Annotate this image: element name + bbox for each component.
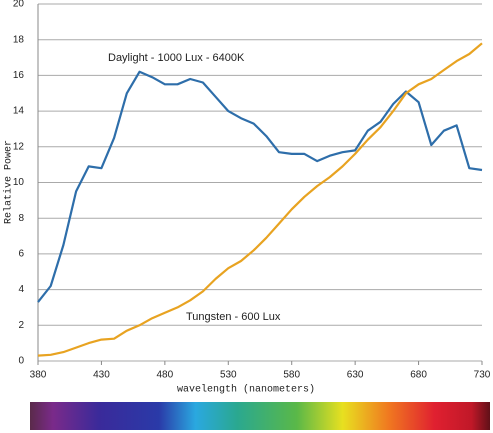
y-tick-label: 4 — [18, 284, 24, 295]
x-axis-label: wavelength (nanometers) — [177, 384, 315, 396]
series-label: Daylight - 1000 Lux - 6400K — [108, 52, 245, 64]
y-tick-label: 14 — [13, 106, 25, 117]
x-tick-label: 380 — [30, 370, 47, 381]
x-tick-label: 430 — [93, 370, 110, 381]
y-tick-label: 6 — [18, 249, 24, 260]
plot-area: 0 2 4 6 8 10 12 14 16 18 20 380 430 480 530 580 630 680 73… — [13, 0, 491, 381]
spectrum-bar — [30, 402, 490, 430]
y-tick-label: 2 — [18, 320, 24, 331]
y-tick-label: 12 — [13, 141, 25, 152]
x-tick-label: 480 — [157, 370, 174, 381]
y-tick-label: 20 — [13, 0, 25, 10]
y-tick-label: 0 — [18, 356, 24, 367]
series-line — [37, 70, 483, 303]
x-tick-label: 530 — [220, 370, 237, 381]
x-tick-label: 630 — [347, 370, 364, 381]
x-tick-label: 730 — [474, 370, 491, 381]
y-tick-label: 10 — [13, 177, 25, 188]
x-tick-label: 580 — [283, 370, 300, 381]
series-line — [37, 42, 483, 357]
series-label: Tungsten - 600 Lux — [186, 311, 281, 323]
x-tick-label: 680 — [410, 370, 427, 381]
y-tick-label: 8 — [18, 213, 24, 224]
y-tick-label: 18 — [13, 34, 25, 45]
y-axis-label: Relative Power — [3, 140, 15, 224]
y-tick-label: 16 — [13, 70, 25, 81]
